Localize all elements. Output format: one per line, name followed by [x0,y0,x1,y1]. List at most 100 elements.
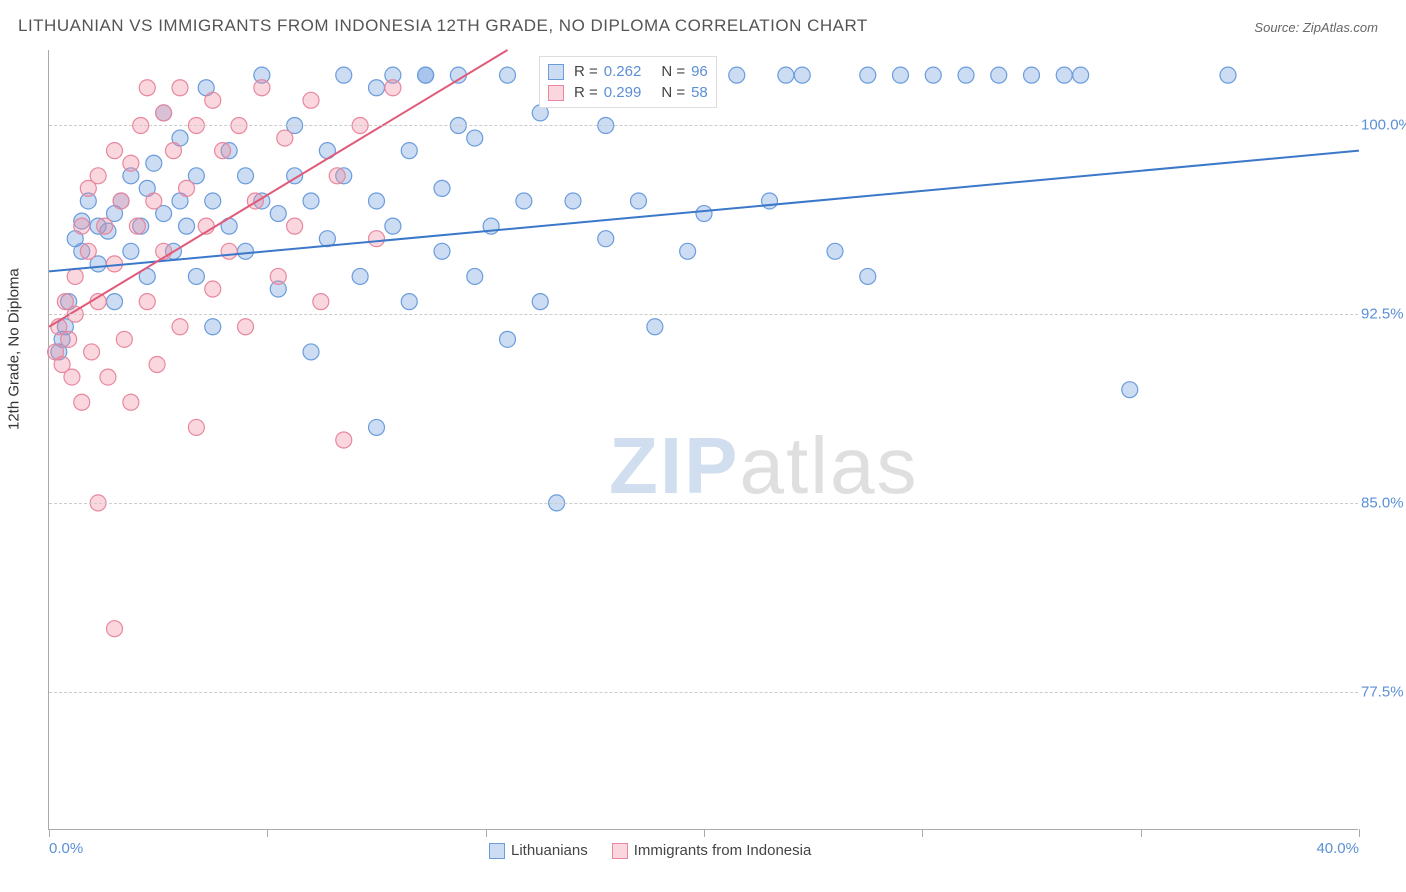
scatter-point [303,193,319,209]
scatter-point [532,294,548,310]
scatter-point [74,394,90,410]
scatter-point [205,319,221,335]
scatter-point [1024,67,1040,83]
scatter-point [221,243,237,259]
scatter-svg [49,50,1358,829]
scatter-point [500,67,516,83]
scatter-point [1056,67,1072,83]
y-tick-label: 100.0% [1361,117,1406,134]
scatter-point [123,394,139,410]
scatter-point [287,218,303,234]
scatter-point [123,155,139,171]
scatter-point [369,80,385,96]
scatter-point [336,432,352,448]
scatter-point [205,193,221,209]
n-label: N = [661,63,685,80]
scatter-point [64,369,80,385]
legend-label: Immigrants from Indonesia [634,842,812,859]
source-attribution: Source: ZipAtlas.com [1254,20,1378,35]
r-value-pink: 0.299 [604,84,642,101]
n-value-blue: 96 [691,63,708,80]
legend-item-indonesia: Immigrants from Indonesia [612,842,812,859]
scatter-point [1220,67,1236,83]
scatter-point [90,168,106,184]
scatter-point [778,67,794,83]
scatter-point [385,80,401,96]
scatter-point [146,155,162,171]
scatter-point [179,180,195,196]
scatter-point [647,319,663,335]
scatter-point [139,294,155,310]
x-tick-label: 40.0% [1316,840,1359,857]
scatter-point [696,206,712,222]
scatter-point [188,268,204,284]
scatter-point [1122,382,1138,398]
series-legend: Lithuanians Immigrants from Indonesia [489,842,811,859]
scatter-point [418,67,434,83]
scatter-point [107,294,123,310]
swatch-blue [548,64,564,80]
scatter-point [631,193,647,209]
scatter-point [107,143,123,159]
scatter-point [434,243,450,259]
swatch-pink [548,85,564,101]
n-label: N = [661,84,685,101]
legend-label: Lithuanians [511,842,588,859]
scatter-point [156,105,172,121]
scatter-point [129,218,145,234]
scatter-point [516,193,532,209]
scatter-point [215,143,231,159]
scatter-point [401,294,417,310]
scatter-point [794,67,810,83]
scatter-point [467,268,483,284]
y-tick-label: 92.5% [1361,306,1406,323]
scatter-point [172,319,188,335]
scatter-point [500,331,516,347]
scatter-point [188,419,204,435]
scatter-point [680,243,696,259]
scatter-point [762,193,778,209]
legend-row-blue: R = 0.262 N = 96 [548,61,708,82]
r-value-blue: 0.262 [604,63,642,80]
scatter-point [369,193,385,209]
scatter-point [107,621,123,637]
scatter-point [139,80,155,96]
scatter-point [860,67,876,83]
scatter-point [80,243,96,259]
scatter-point [238,243,254,259]
y-tick-label: 77.5% [1361,683,1406,700]
scatter-point [100,369,116,385]
scatter-point [172,80,188,96]
scatter-point [401,143,417,159]
scatter-point [434,180,450,196]
legend-item-lithuanians: Lithuanians [489,842,588,859]
scatter-point [385,218,401,234]
scatter-point [165,143,181,159]
source-label: Source: [1254,20,1299,35]
x-tick-label: 0.0% [49,840,83,857]
scatter-point [116,331,132,347]
scatter-point [277,130,293,146]
scatter-point [329,168,345,184]
scatter-point [254,80,270,96]
swatch-pink [612,843,628,859]
y-axis-label: 12th Grade, No Diploma [6,268,23,430]
chart-title: LITHUANIAN VS IMMIGRANTS FROM INDONESIA … [18,16,868,36]
scatter-point [303,92,319,108]
scatter-point [238,168,254,184]
r-label: R = [574,84,598,101]
scatter-point [146,193,162,209]
scatter-point [61,331,77,347]
scatter-point [67,268,83,284]
scatter-point [827,243,843,259]
scatter-point [598,231,614,247]
scatter-point [893,67,909,83]
r-label: R = [574,63,598,80]
scatter-point [74,218,90,234]
scatter-point [303,344,319,360]
correlation-legend: R = 0.262 N = 96 R = 0.299 N = 58 [539,56,717,108]
scatter-point [336,67,352,83]
scatter-point [729,67,745,83]
scatter-point [369,419,385,435]
scatter-point [860,268,876,284]
